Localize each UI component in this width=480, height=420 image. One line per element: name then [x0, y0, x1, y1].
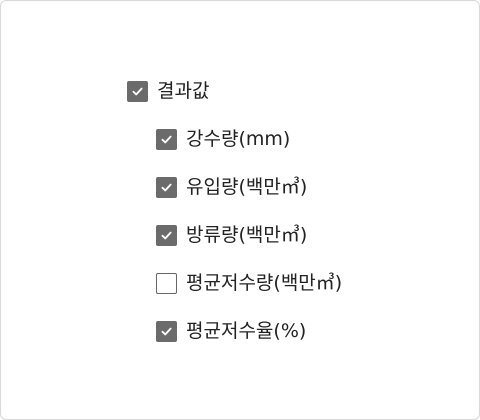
tree-item-precipitation[interactable]: 강수량(mm)	[156, 125, 342, 153]
avg-storage-checkbox[interactable]	[156, 272, 177, 294]
tree-item-avg-storage-rate[interactable]: 평균저수율(%)	[156, 317, 342, 345]
check-icon	[161, 183, 172, 191]
outflow-checkbox[interactable]	[156, 224, 177, 246]
inflow-checkbox[interactable]	[156, 176, 177, 198]
tree-item-label: 방류량(백만㎥)	[186, 224, 308, 246]
tree-item-outflow[interactable]: 방류량(백만㎥)	[156, 221, 342, 249]
check-icon	[161, 327, 172, 335]
avg-storage-rate-checkbox[interactable]	[156, 320, 177, 342]
tree-item-label: 평균저수율(%)	[186, 320, 307, 342]
check-icon	[161, 231, 172, 239]
tree-item-label: 강수량(mm)	[186, 128, 291, 150]
check-icon	[161, 135, 172, 143]
result-tree: 결과값 강수량(mm) 유입량(백만㎥) 방류량(백만㎥) 평균저수량(백만㎥)…	[127, 77, 342, 365]
tree-item-inflow[interactable]: 유입량(백만㎥)	[156, 173, 342, 201]
tree-item-results[interactable]: 결과값	[127, 77, 342, 105]
tree-item-label: 유입량(백만㎥)	[186, 176, 308, 198]
tree-item-avg-storage[interactable]: 평균저수량(백만㎥)	[156, 269, 342, 297]
tree-item-label: 평균저수량(백만㎥)	[186, 272, 343, 294]
precipitation-checkbox[interactable]	[156, 128, 177, 150]
check-icon	[132, 87, 143, 95]
results-checkbox[interactable]	[127, 80, 148, 102]
tree-item-label: 결과값	[157, 80, 210, 102]
